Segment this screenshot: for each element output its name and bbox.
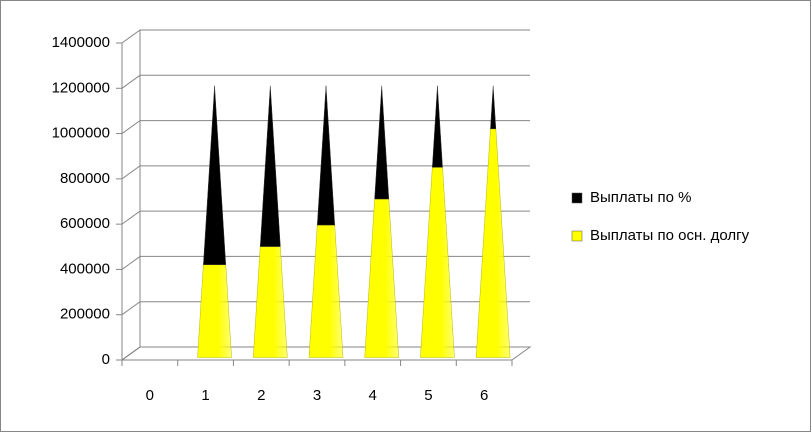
y-tick-label: 1200000	[52, 79, 110, 96]
legend-swatch	[571, 192, 583, 204]
legend-label: Выплаты по %	[590, 189, 691, 206]
x-tick-label: 1	[201, 387, 209, 404]
grid-line	[121, 120, 530, 134]
grid-line	[121, 29, 530, 44]
y-tick-label: 400000	[60, 260, 110, 277]
legend-swatch	[571, 230, 583, 242]
grid-line	[121, 165, 530, 180]
x-tick-label: 2	[257, 387, 265, 404]
y-tick-label: 1400000	[52, 34, 110, 51]
y-tick-label: 0	[102, 351, 110, 368]
pyramid-segment	[432, 85, 443, 168]
pyramid-segment	[197, 264, 232, 358]
pyramid-segment	[203, 85, 227, 265]
grid-line	[121, 210, 530, 225]
x-tick-label: 4	[369, 387, 377, 404]
grid-line	[121, 255, 530, 270]
x-tick-label: 6	[480, 387, 488, 404]
grid-line	[121, 301, 530, 316]
pyramid-segment	[317, 85, 335, 226]
pyramid-segment	[490, 85, 497, 130]
y-tick-label: 600000	[60, 215, 110, 232]
legend-label: Выплаты по осн. долгу	[590, 227, 750, 244]
y-tick-label: 200000	[60, 306, 110, 323]
y-tick-label: 800000	[60, 170, 110, 187]
x-tick-label: 5	[424, 387, 432, 404]
grid-line	[121, 346, 530, 361]
x-tick-label: 3	[313, 387, 321, 404]
x-tick-label: 0	[146, 387, 154, 404]
pyramid-segment	[259, 85, 281, 247]
y-tick-label: 1000000	[52, 125, 110, 142]
grid-line	[121, 74, 530, 89]
pyramid-segment	[374, 85, 390, 200]
